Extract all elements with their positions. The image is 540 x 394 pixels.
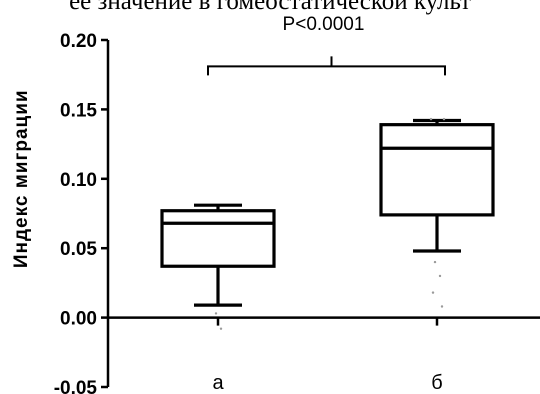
y-tick-label: -0.05 [54, 378, 98, 394]
y-tick-label: 0.05 [60, 239, 97, 260]
y-axis-title: Индекс миграции [11, 89, 32, 268]
outlier-point [442, 117, 446, 121]
p-value-label: P<0.0001 [283, 14, 365, 35]
axes: 0.20 0.15 0.10 0.05 0.00 -0.05 а б [54, 31, 540, 394]
y-tick-label: 0.20 [60, 31, 97, 52]
significance-annotation: P<0.0001 [207, 14, 446, 76]
y-tick-label: 0.10 [60, 170, 97, 191]
outlier-point [219, 327, 223, 330]
box-iqr [160, 209, 276, 268]
outlier-point [433, 260, 437, 264]
y-tick-label: 0.00 [60, 309, 97, 330]
y-tick-label: 0.15 [60, 100, 97, 121]
box-group [379, 117, 495, 308]
box-iqr [379, 123, 495, 217]
bracket-line [207, 65, 446, 76]
caption-fragment: ее значение в гомеостатической культ [69, 0, 471, 15]
outlier-point [438, 274, 442, 278]
outlier-point [440, 305, 444, 308]
box-group [160, 203, 276, 330]
outlier-point [429, 117, 433, 121]
x-category-label: а [212, 372, 224, 394]
outlier-point [431, 291, 435, 294]
outlier-point [214, 312, 218, 315]
x-category-label: б [431, 372, 442, 394]
box-marks [160, 117, 495, 330]
